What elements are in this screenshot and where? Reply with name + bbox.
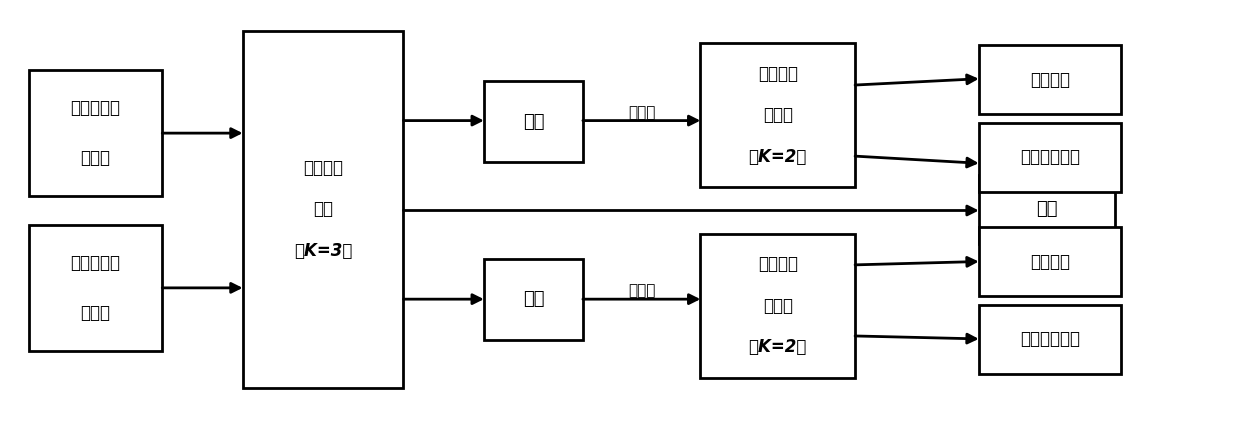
Text: 左转正常行驶: 左转正常行驶 [1021, 148, 1080, 166]
Bar [29, 70, 162, 196]
Text: （K=2）: （K=2） [749, 338, 807, 357]
Text: 直行正常行驶: 直行正常行驶 [1021, 330, 1080, 348]
Bar [701, 234, 856, 378]
Text: 右转: 右转 [1037, 200, 1058, 218]
Bar [701, 43, 856, 187]
Text: 高斯混合: 高斯混合 [758, 64, 797, 83]
Text: 直行: 直行 [522, 290, 544, 308]
Text: 左转: 左转 [522, 113, 544, 131]
Text: 高斯混合: 高斯混合 [303, 159, 343, 177]
Text: 合模型: 合模型 [763, 107, 792, 124]
Text: 合模型: 合模型 [763, 297, 792, 314]
Text: 相对方向角: 相对方向角 [71, 99, 120, 117]
Bar [978, 175, 1115, 244]
Text: 相对航向角: 相对航向角 [71, 254, 120, 272]
Bar [484, 258, 583, 340]
Text: 加速度: 加速度 [629, 283, 656, 298]
Bar [978, 227, 1121, 296]
Text: （K=3）: （K=3） [294, 242, 352, 260]
Bar [29, 225, 162, 351]
Text: 左转让行: 左转让行 [1030, 71, 1070, 89]
Bar [978, 123, 1121, 192]
Text: 直行让行: 直行让行 [1030, 253, 1070, 271]
Bar [978, 305, 1121, 373]
Bar [484, 81, 583, 163]
Text: 变化率: 变化率 [81, 304, 110, 322]
Bar [978, 45, 1121, 115]
Text: 高斯混合: 高斯混合 [758, 255, 797, 273]
Text: （K=2）: （K=2） [749, 148, 807, 166]
Bar [243, 31, 403, 388]
Text: 加速度: 加速度 [629, 105, 656, 120]
Text: 模型: 模型 [312, 200, 334, 218]
Text: 变化率: 变化率 [81, 149, 110, 167]
